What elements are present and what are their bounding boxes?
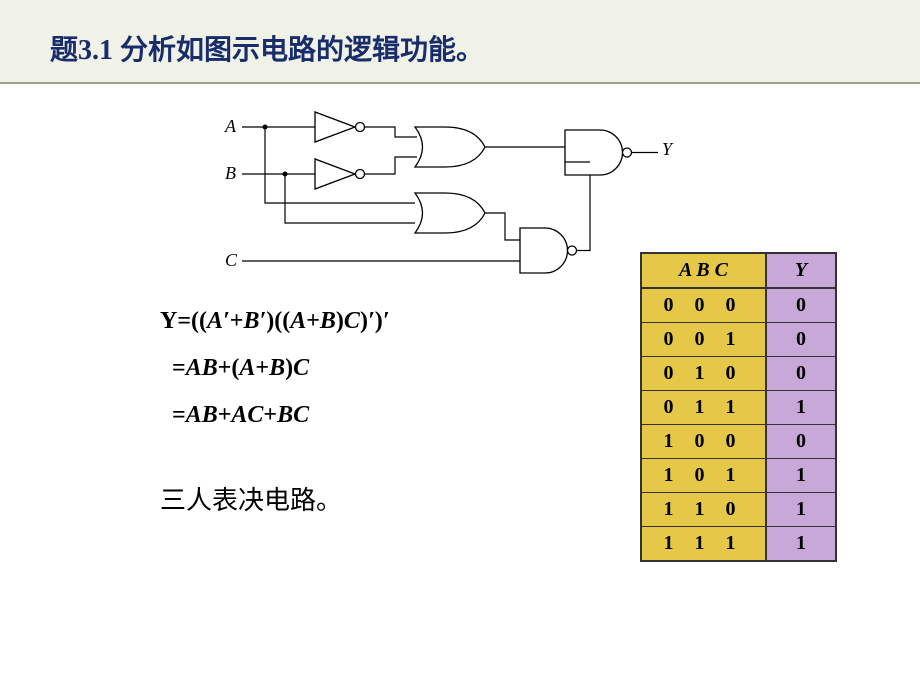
table-row: 0 1 00	[641, 357, 836, 391]
equation-line-3: =AB+AC+BC	[160, 394, 389, 437]
or-gate-1	[415, 127, 485, 167]
table-header-output: Y	[766, 253, 836, 288]
nand-gate-1	[520, 228, 577, 273]
table-header-inputs: A B C	[641, 253, 766, 288]
nand-gate-2	[565, 130, 632, 175]
circuit-diagram: .wire { stroke:#000; stroke-width:1.2; f…	[220, 100, 680, 290]
or-gate-2	[415, 193, 485, 233]
table-row: 0 0 10	[641, 323, 836, 357]
output-y-label: Y	[662, 139, 674, 159]
not-gate-a	[315, 112, 365, 142]
input-a-label: A	[224, 116, 237, 136]
table-row: 1 1 01	[641, 493, 836, 527]
table-row: 1 1 11	[641, 527, 836, 562]
equation-line-1: Y=((A′+B′)((A+B)C)′)′	[160, 300, 389, 343]
table-row: 0 1 11	[641, 391, 836, 425]
table-row: 1 0 11	[641, 459, 836, 493]
equation-block: Y=((A′+B′)((A+B)C)′)′ =AB+(A+B)C =AB+AC+…	[160, 300, 389, 442]
table-row: 0 0 00	[641, 288, 836, 323]
title-text: 分析如图示电路的逻辑功能。	[113, 35, 484, 66]
not-gate-b	[315, 159, 365, 189]
conclusion-text: 三人表决电路。	[160, 480, 342, 517]
truth-table-body: 0 0 00 0 0 10 0 1 00 0 1 11 1 0 00 1 0 1…	[641, 288, 836, 561]
title-prefix: 题3.1	[50, 35, 113, 66]
input-b-label: B	[225, 163, 236, 183]
truth-table: A B C Y 0 0 00 0 0 10 0 1 00 0 1 11 1 0 …	[640, 252, 837, 562]
equation-line-2: =AB+(A+B)C	[160, 347, 389, 390]
table-row: 1 0 00	[641, 425, 836, 459]
title-bar: 题3.1 分析如图示电路的逻辑功能。	[0, 0, 920, 84]
input-c-label: C	[225, 250, 238, 270]
